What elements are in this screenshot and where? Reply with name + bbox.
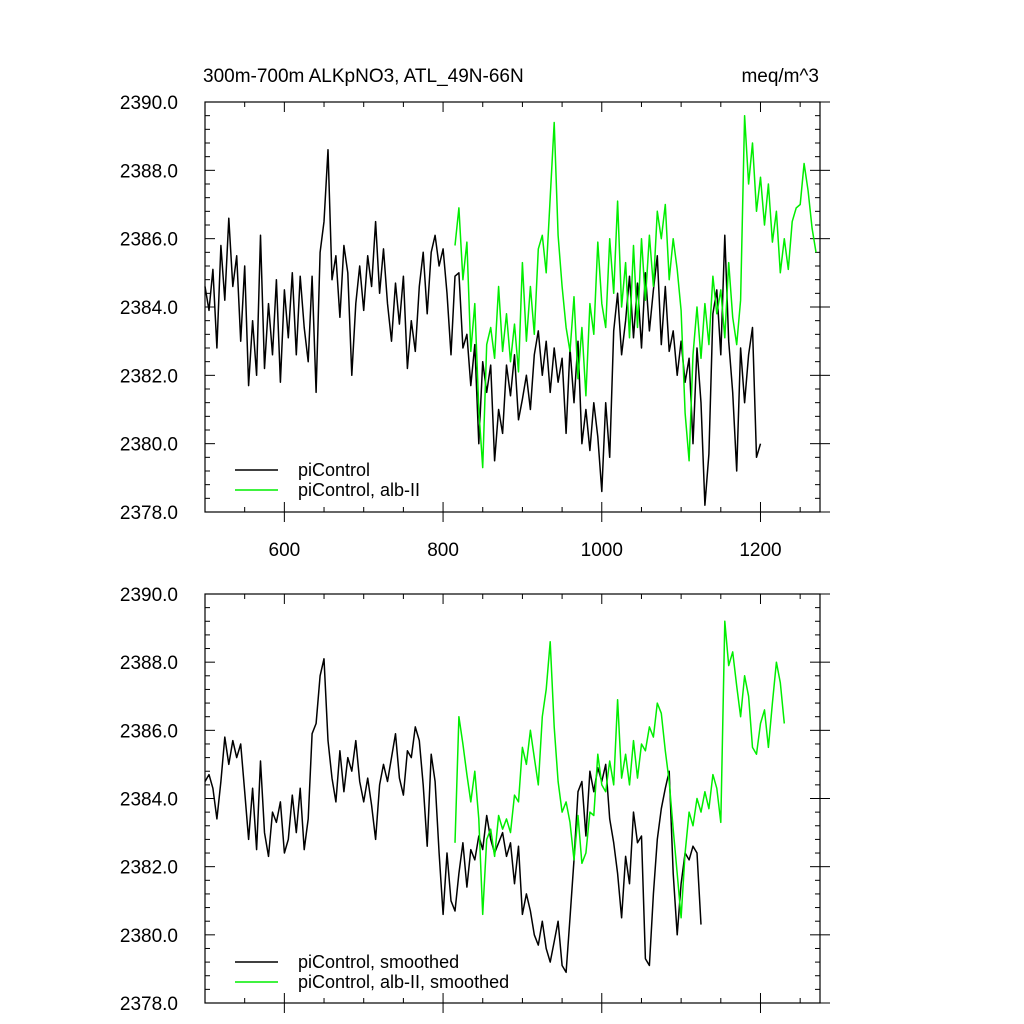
units-label: meq/m^3 [741, 66, 819, 87]
y-tick-label: 2380.0 [120, 926, 178, 947]
legend-label: piControl, alb-II, smoothed [298, 972, 509, 992]
y-tick-label: 2384.0 [120, 790, 178, 811]
y-tick-label: 2386.0 [120, 230, 178, 251]
legend-label: piControl, alb-II [298, 480, 420, 500]
legend-label: piControl, smoothed [298, 952, 459, 972]
x-tick-label: 600 [269, 540, 301, 561]
y-tick-label: 2378.0 [120, 503, 178, 524]
x-tick-label: 1200 [739, 540, 781, 561]
series-line [454, 114, 817, 469]
top-panel: 600 800 1000 1200 2378.0 2380.0 2382.0 2384.0 23… [120, 93, 830, 561]
y-tick-label: 2386.0 [120, 721, 178, 742]
series-line [204, 149, 762, 506]
legend-label: piControl [298, 460, 370, 480]
y-tick-label: 2388.0 [120, 653, 178, 674]
y-tick-label: 2382.0 [120, 366, 178, 387]
series-line [204, 658, 702, 974]
y-tick-label: 2390.0 [120, 585, 178, 606]
bottom-panel: 2378.0 2380.0 2382.0 2384.0 2386.0 2388.0 2390… [120, 585, 830, 1015]
y-tick-label: 2382.0 [120, 858, 178, 879]
x-tick-label: 1000 [581, 540, 623, 561]
y-tick-label: 2378.0 [120, 994, 178, 1015]
y-tick-label: 2388.0 [120, 161, 178, 182]
y-tick-label: 2384.0 [120, 298, 178, 319]
y-tick-label: 2390.0 [120, 93, 178, 114]
x-tick-label: 800 [427, 540, 459, 561]
chart-title: 300m-700m ALKpNO3, ATL_49N-66N [203, 66, 524, 87]
series-line [454, 620, 786, 919]
y-tick-label: 2380.0 [120, 435, 178, 456]
